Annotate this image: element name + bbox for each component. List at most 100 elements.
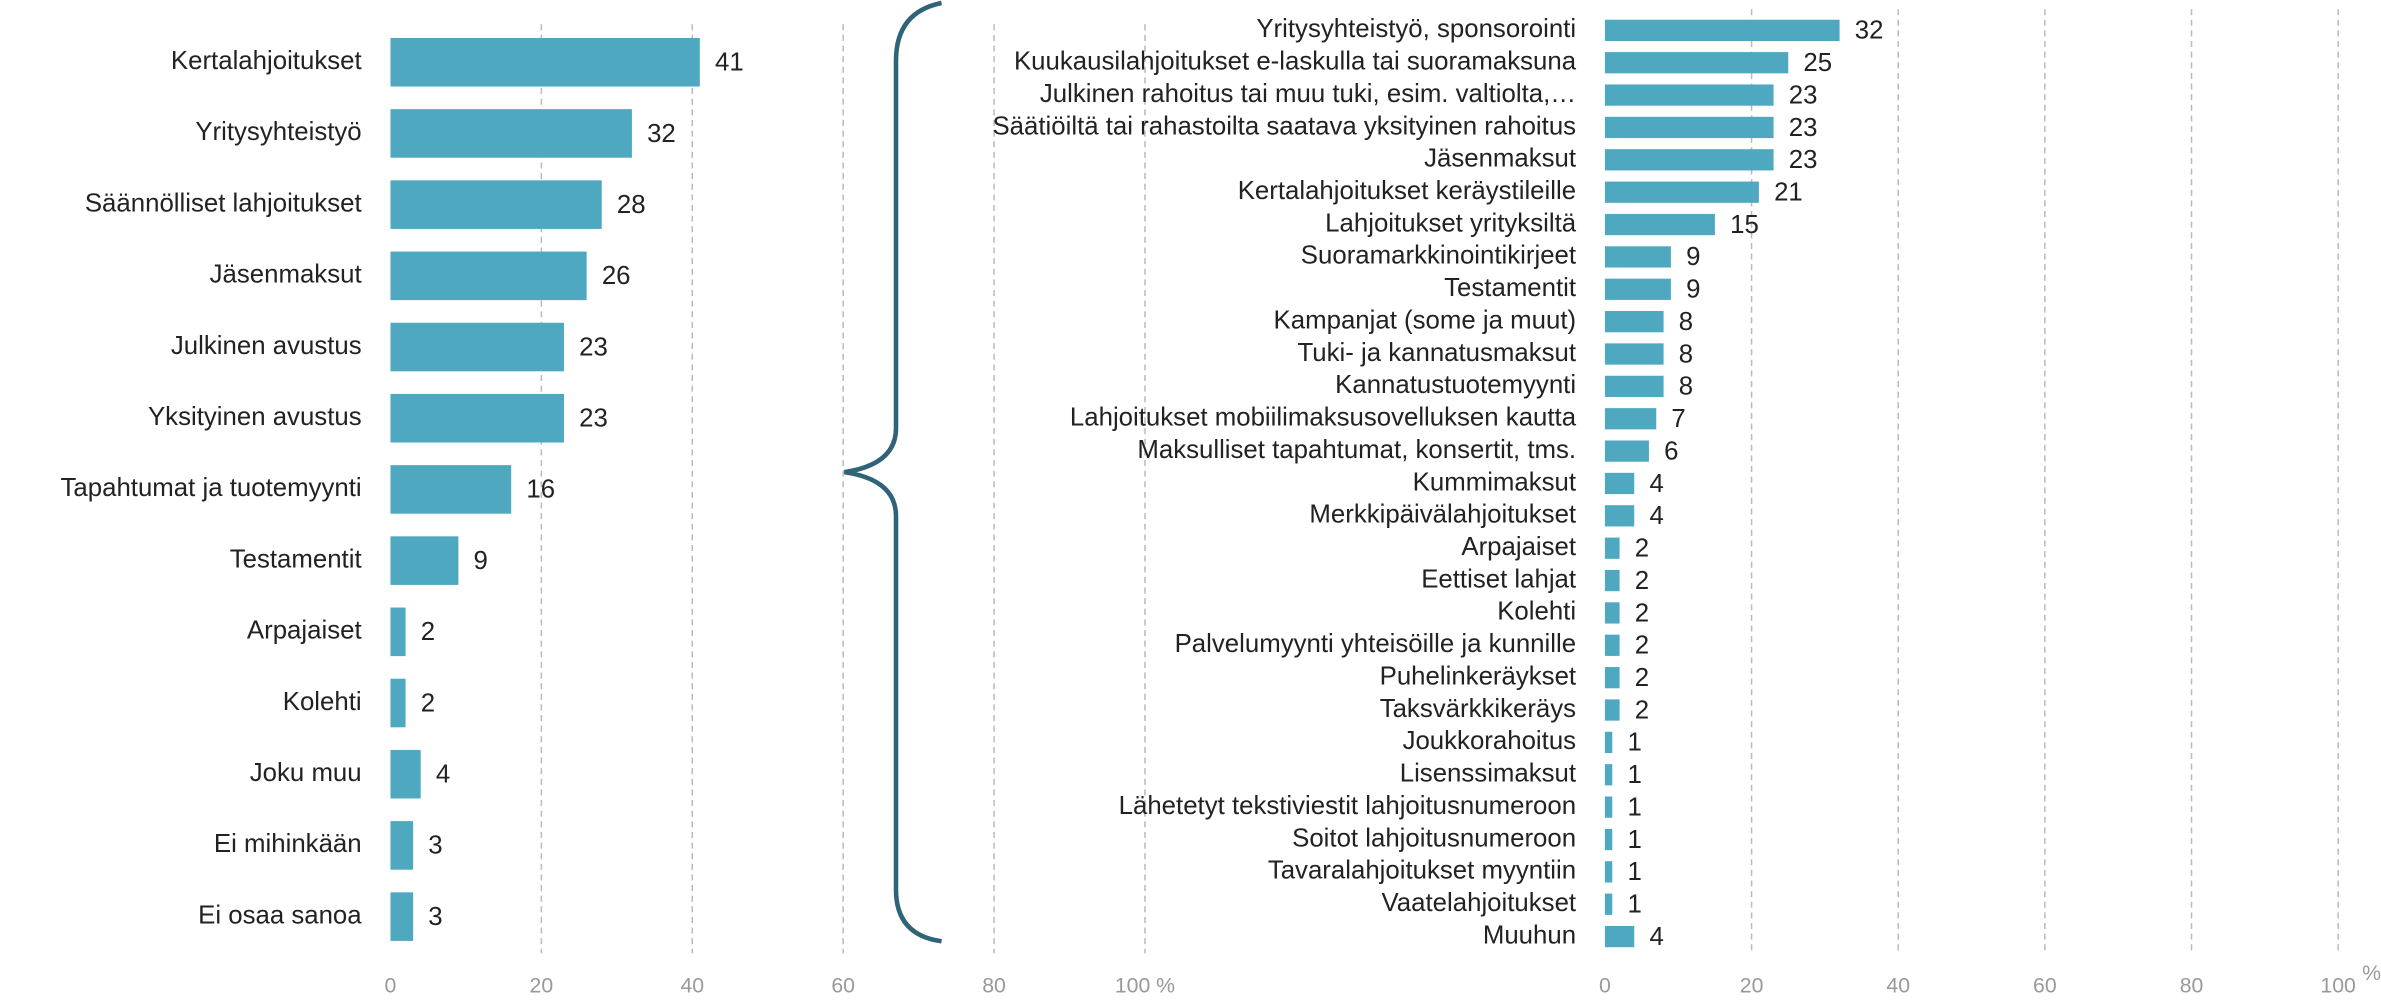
x-tick-label: 20 bbox=[1740, 973, 1764, 997]
value-label: 7 bbox=[1671, 405, 1685, 433]
value-label: 23 bbox=[1789, 146, 1818, 174]
category-label: Julkinen rahoitus tai muu tuki, esim. va… bbox=[1040, 80, 1576, 108]
category-label: Lahjoitukset yrityksiltä bbox=[1325, 209, 1577, 237]
category-label: Puhelinkeräykset bbox=[1380, 662, 1576, 690]
bar bbox=[390, 892, 414, 941]
value-label: 2 bbox=[1635, 696, 1649, 724]
bar bbox=[1604, 181, 1759, 203]
x-tick-label: 100 % bbox=[1115, 973, 1175, 997]
category-label: Suoramarkkinointikirjeet bbox=[1301, 242, 1576, 270]
bar bbox=[390, 393, 565, 443]
value-label: 4 bbox=[1649, 470, 1663, 498]
value-label: 4 bbox=[1649, 923, 1663, 951]
bar bbox=[390, 678, 406, 728]
category-label: Yritysyhteistyö, sponsorointi bbox=[1256, 15, 1576, 43]
brace bbox=[844, 0, 943, 944]
category-label: Säätiöiltä tai rahastoilta saatava yksit… bbox=[992, 112, 1576, 140]
bar bbox=[390, 37, 700, 87]
x-tick-label: 40 bbox=[1886, 973, 1910, 997]
bar bbox=[1604, 537, 1620, 559]
value-label: 8 bbox=[1679, 340, 1693, 368]
category-label: Soitot lahjoitusnumeroon bbox=[1292, 824, 1576, 852]
bar bbox=[390, 821, 414, 870]
value-label: 6 bbox=[1664, 437, 1678, 465]
category-label: Ei osaa sanoa bbox=[198, 901, 362, 929]
bar bbox=[1604, 84, 1774, 106]
bar bbox=[390, 465, 512, 514]
category-label: Tavaralahjoitukset myyntiin bbox=[1268, 857, 1576, 885]
category-label: Kolehti bbox=[1497, 598, 1576, 626]
bar bbox=[1604, 925, 1635, 948]
bar bbox=[1604, 213, 1715, 236]
category-label: Eettiset lahjat bbox=[1421, 565, 1576, 593]
value-label: 1 bbox=[1627, 761, 1641, 789]
bar bbox=[1604, 667, 1620, 689]
category-label: Kummimaksut bbox=[1413, 468, 1576, 496]
bar bbox=[1604, 278, 1671, 300]
bar bbox=[1604, 52, 1789, 74]
value-label: 4 bbox=[436, 761, 450, 789]
x-tick-label: 80 bbox=[2180, 973, 2204, 997]
value-label: 9 bbox=[474, 547, 488, 575]
value-label: 1 bbox=[1627, 729, 1641, 757]
bar bbox=[1604, 861, 1613, 883]
category-label: Kampanjat (some ja muut) bbox=[1274, 306, 1577, 334]
category-label: Kannatustuotemyynti bbox=[1335, 371, 1576, 399]
bar bbox=[1604, 505, 1635, 527]
value-label: 1 bbox=[1627, 826, 1641, 854]
bar bbox=[1604, 796, 1613, 818]
x-tick-label: 60 bbox=[831, 973, 855, 997]
bar bbox=[1604, 116, 1774, 139]
x-tick-label: 20 bbox=[530, 973, 554, 997]
category-label: Muuhun bbox=[1483, 921, 1576, 949]
value-label: 15 bbox=[1730, 211, 1759, 239]
category-label: Tapahtumat ja tuotemyynti bbox=[61, 474, 362, 502]
value-label: 2 bbox=[1635, 632, 1649, 660]
category-label: Kertalahjoitukset bbox=[171, 47, 362, 75]
category-label: Yksityinen avustus bbox=[148, 403, 362, 431]
value-label: 28 bbox=[617, 191, 646, 219]
bar bbox=[390, 607, 406, 657]
category-label: Lisenssimaksut bbox=[1400, 760, 1576, 788]
x-tick-label: 0 bbox=[1599, 973, 1611, 997]
category-label: Testamentit bbox=[230, 545, 362, 573]
bar bbox=[1604, 343, 1664, 365]
category-label: Lähetetyt tekstiviestit lahjoitusnumeroo… bbox=[1119, 792, 1576, 820]
bar bbox=[1604, 828, 1613, 851]
value-label: 1 bbox=[1627, 858, 1641, 886]
x-tick-label: 100 bbox=[2320, 973, 2355, 997]
value-label: 4 bbox=[1649, 502, 1663, 530]
value-label: 23 bbox=[1789, 81, 1818, 109]
bar bbox=[390, 109, 632, 158]
bar bbox=[1604, 634, 1620, 656]
bar bbox=[1604, 764, 1613, 786]
bar bbox=[390, 749, 421, 799]
value-label: 23 bbox=[579, 405, 608, 433]
bar bbox=[390, 251, 587, 301]
category-label: Julkinen avustus bbox=[171, 332, 362, 360]
value-label: 3 bbox=[428, 903, 442, 931]
category-label: Kuukausilahjoitukset e-laskulla tai suor… bbox=[1014, 48, 1577, 76]
category-label: Säännölliset lahjoitukset bbox=[85, 189, 362, 217]
value-label: 41 bbox=[715, 49, 744, 77]
category-label: Vaatelahjoitukset bbox=[1382, 889, 1577, 917]
x-tick-label: 80 bbox=[982, 973, 1006, 997]
value-label: 2 bbox=[1635, 599, 1649, 627]
value-label: 3 bbox=[428, 832, 442, 860]
x-tick-label: 60 bbox=[2033, 973, 2057, 997]
bar bbox=[1604, 699, 1620, 721]
bar bbox=[1604, 569, 1620, 592]
value-label: 25 bbox=[1803, 49, 1832, 77]
category-label: Maksulliset tapahtumat, konsertit, tms. bbox=[1137, 436, 1576, 464]
bar bbox=[1604, 149, 1774, 171]
value-label: 32 bbox=[1855, 17, 1884, 45]
bar bbox=[390, 536, 459, 585]
value-label: 2 bbox=[1635, 535, 1649, 563]
bar bbox=[1604, 408, 1657, 430]
value-label: 8 bbox=[1679, 373, 1693, 401]
category-label: Joku muu bbox=[250, 759, 362, 787]
bar bbox=[1604, 602, 1620, 624]
bar bbox=[1604, 731, 1613, 754]
category-label: Yritysyhteistyö bbox=[195, 118, 361, 146]
